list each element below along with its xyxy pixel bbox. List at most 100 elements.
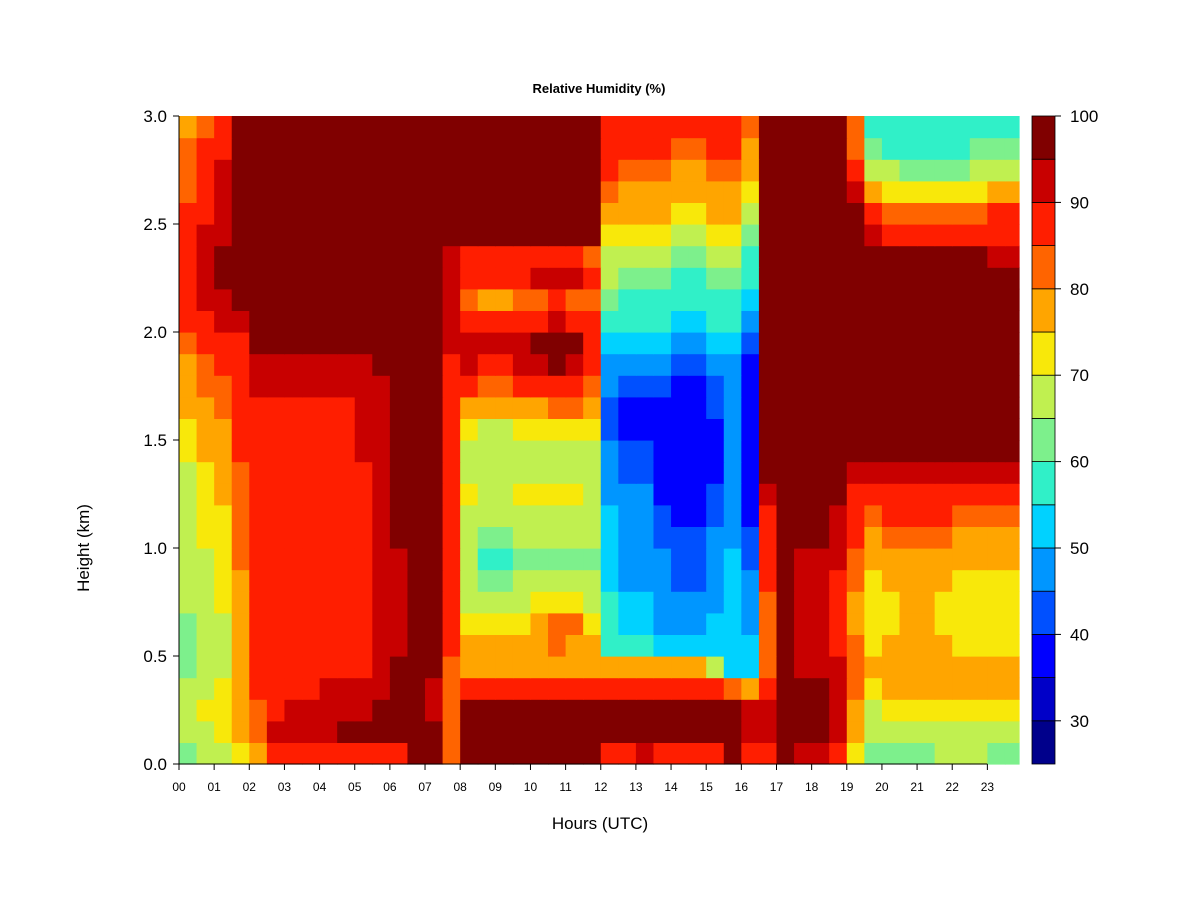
heatmap-cell <box>811 375 830 398</box>
heatmap-cell <box>688 634 707 657</box>
heatmap-cell <box>829 418 848 441</box>
heatmap-cell <box>565 159 584 182</box>
heatmap-cell <box>196 310 215 333</box>
heatmap-cell <box>583 202 602 225</box>
heatmap-cell <box>231 504 250 527</box>
heatmap-cell <box>583 461 602 484</box>
heatmap-cell <box>389 461 409 484</box>
heatmap-cell <box>635 332 655 355</box>
heatmap-cell <box>881 418 901 441</box>
heatmap-cell <box>179 461 198 484</box>
heatmap-cell <box>372 310 391 333</box>
heatmap-cell <box>319 137 338 160</box>
heatmap-cell <box>881 396 901 419</box>
heatmap-cell <box>776 310 795 333</box>
heatmap-cell <box>758 569 778 592</box>
heatmap-cell <box>653 202 672 225</box>
heatmap-cell <box>179 526 198 549</box>
heatmap-cell <box>1004 461 1020 484</box>
heatmap-cell <box>425 483 444 506</box>
heatmap-cell <box>319 483 338 506</box>
heatmap-cell <box>407 332 426 355</box>
heatmap-cell <box>741 634 760 657</box>
heatmap-cell <box>302 677 321 700</box>
heatmap-cell <box>354 137 373 160</box>
heatmap-cell <box>706 483 725 506</box>
heatmap-cell <box>179 159 198 182</box>
heatmap-cell <box>372 526 391 549</box>
heatmap-cell <box>618 720 637 743</box>
heatmap-cell <box>530 353 549 376</box>
heatmap-cell <box>460 677 479 700</box>
heatmap-cell <box>266 591 286 614</box>
heatmap-cell <box>899 245 918 268</box>
heatmap-cell <box>284 742 303 765</box>
heatmap-cell <box>442 591 461 614</box>
heatmap-cell <box>741 116 760 139</box>
heatmap-cell <box>829 267 848 290</box>
heatmap-cell <box>266 612 286 635</box>
heatmap-cell <box>829 116 848 139</box>
heatmap-cell <box>512 720 532 743</box>
heatmap-cell <box>442 159 461 182</box>
heatmap-cell <box>688 159 707 182</box>
heatmap-cell <box>952 418 971 441</box>
heatmap-cell <box>758 116 778 139</box>
heatmap-cell <box>1004 440 1020 463</box>
heatmap-cell <box>846 245 865 268</box>
heatmap-cell <box>302 742 321 765</box>
heatmap-cell <box>899 742 918 765</box>
heatmap-cell <box>548 461 567 484</box>
heatmap-cell <box>196 720 215 743</box>
heatmap-cell <box>934 742 953 765</box>
heatmap-cell <box>530 634 549 657</box>
heatmap-cell <box>354 202 373 225</box>
heatmap-cell <box>688 396 707 419</box>
heatmap-cell <box>758 267 778 290</box>
heatmap-cell <box>512 742 532 765</box>
heatmap-cell <box>952 396 971 419</box>
heatmap-cell <box>565 137 584 160</box>
heatmap-cell <box>214 742 233 765</box>
heatmap-cell <box>512 569 532 592</box>
heatmap-cell <box>917 440 936 463</box>
heatmap-cell <box>635 267 655 290</box>
heatmap-cell <box>881 461 901 484</box>
heatmap-cell <box>284 526 303 549</box>
heatmap-cell <box>179 310 198 333</box>
heatmap-cell <box>776 224 795 247</box>
heatmap-cell <box>284 612 303 635</box>
colorbar-swatch <box>1031 417 1056 462</box>
heatmap-cell <box>618 418 637 441</box>
heatmap-cell <box>723 742 742 765</box>
heatmap-cell <box>934 569 953 592</box>
heatmap-cell <box>337 288 356 311</box>
heatmap-cell <box>249 742 268 765</box>
heatmap-cell <box>302 159 321 182</box>
heatmap-cell <box>934 483 953 506</box>
heatmap-cell <box>987 720 1006 743</box>
heatmap-cell <box>477 180 496 203</box>
heatmap-cell <box>512 267 532 290</box>
heatmap-cell <box>635 310 655 333</box>
heatmap-cell <box>407 418 426 441</box>
heatmap-cell <box>952 677 971 700</box>
heatmap-cell <box>495 440 514 463</box>
heatmap-cell <box>899 159 918 182</box>
heatmap-cell <box>565 202 584 225</box>
heatmap-cell <box>1004 504 1020 527</box>
heatmap-cell <box>231 569 250 592</box>
heatmap-cell <box>196 742 215 765</box>
heatmap-cell <box>811 310 830 333</box>
heatmap-cell <box>934 656 953 679</box>
heatmap-cell <box>231 267 250 290</box>
heatmap-cell <box>1004 375 1020 398</box>
heatmap-cell <box>1004 526 1020 549</box>
heatmap-cell <box>881 116 901 139</box>
heatmap-cell <box>776 634 795 657</box>
heatmap-cell <box>495 332 514 355</box>
heatmap-cell <box>776 591 795 614</box>
x-tick-label: 23 <box>981 780 995 794</box>
heatmap-cell <box>829 440 848 463</box>
heatmap-cell <box>477 591 496 614</box>
